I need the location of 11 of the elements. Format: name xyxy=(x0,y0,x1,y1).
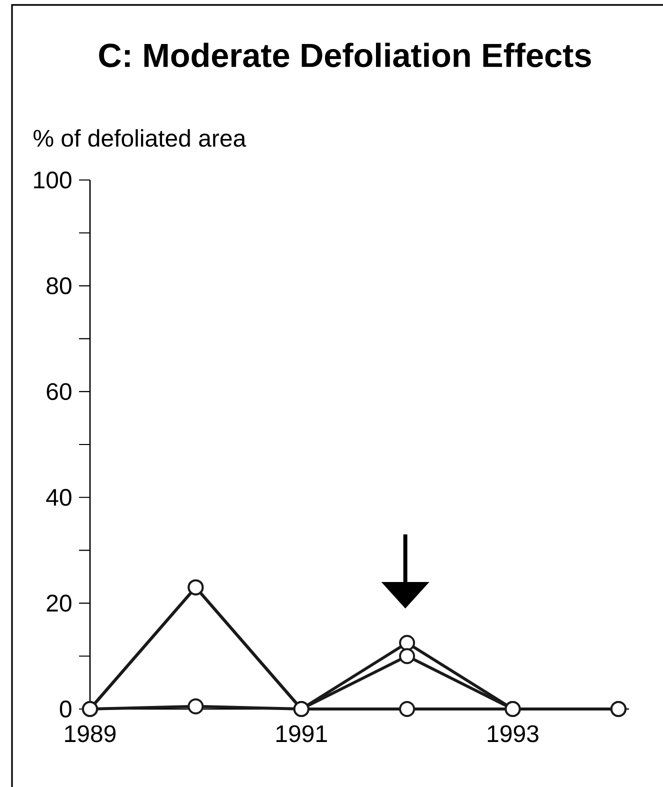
y-tick-label: 80 xyxy=(46,277,72,294)
chart-title: C: Moderate Defoliation Effects xyxy=(99,42,591,68)
y-tick-label: 100 xyxy=(34,171,72,188)
x-tick-label: 1989 xyxy=(65,725,116,742)
x-tick-label: 1991 xyxy=(276,725,327,742)
y-axis-title: % of defoliated area xyxy=(34,129,246,147)
y-tick-label: 40 xyxy=(46,488,72,506)
y-tick-label: 0 xyxy=(60,700,72,718)
x-tick-label: 1993 xyxy=(488,725,538,742)
y-tick-label: 20 xyxy=(46,594,72,612)
y-tick-label: 60 xyxy=(46,383,72,400)
